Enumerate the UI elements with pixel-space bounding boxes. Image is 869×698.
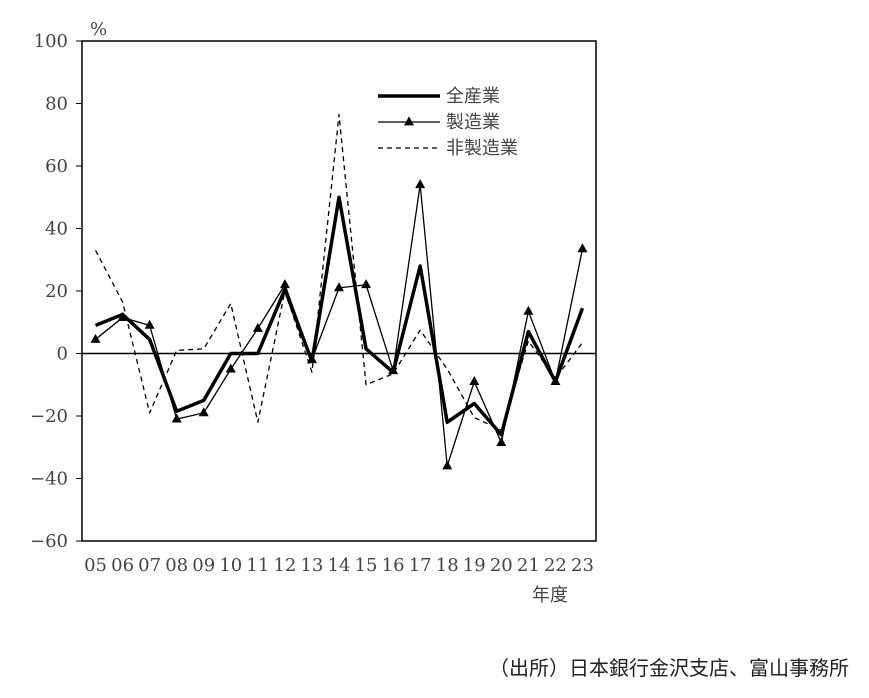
series-line-thin-triangle [95, 184, 584, 467]
data-point-marker [415, 179, 426, 189]
data-point-marker [117, 311, 128, 321]
y-tick-label: 100 [34, 31, 68, 52]
chart: % 100 80 60 40 20 0 −20 −40 −60 05 06 07 08 09 10 11 12… [30, 19, 597, 606]
x-tick-label: 22 [544, 555, 567, 576]
data-point-marker [577, 243, 588, 253]
x-tick-label: 10 [219, 555, 242, 576]
x-tick-label: 18 [436, 555, 459, 576]
x-axis: 05 06 07 08 09 10 11 12 13 14 15 16 17 18 19 20 21 22 23 [84, 555, 594, 576]
y-tick-label: 80 [45, 94, 68, 115]
x-tick-label: 19 [463, 555, 486, 576]
y-tick-label: −40 [30, 469, 68, 490]
legend-label: 製造業 [446, 112, 500, 133]
data-point-marker [442, 460, 453, 470]
x-tick-label: 12 [273, 555, 296, 576]
x-tick-label: 15 [355, 555, 378, 576]
x-tick-label: 14 [328, 555, 351, 576]
source-note: （出所）日本銀行金沢支店、富山事務所 [489, 656, 849, 680]
x-tick-label: 21 [517, 555, 540, 576]
x-axis-label: 年度 [532, 585, 568, 606]
legend-label: 非製造業 [446, 138, 518, 159]
data-point-marker [361, 279, 372, 289]
y-axis: 100 80 60 40 20 0 −20 −40 −60 [30, 31, 82, 552]
data-point-marker [306, 354, 317, 364]
x-tick-label: 09 [192, 555, 215, 576]
y-unit-label: % [90, 19, 107, 40]
data-point-marker [225, 363, 236, 373]
y-tick-label: −60 [30, 531, 68, 552]
series-layer [90, 113, 588, 470]
data-point-marker [252, 322, 263, 332]
data-point-marker [90, 333, 101, 343]
data-point-marker [334, 282, 344, 292]
x-tick-label: 20 [490, 555, 513, 576]
data-point-marker [144, 319, 155, 329]
data-point-marker [523, 305, 534, 315]
data-point-marker [279, 279, 290, 289]
data-point-marker [496, 436, 507, 446]
x-tick-label: 16 [382, 555, 405, 576]
x-tick-label: 13 [300, 555, 323, 576]
x-tick-label: 23 [571, 555, 594, 576]
x-tick-label: 08 [165, 555, 188, 576]
x-tick-label: 07 [138, 555, 161, 576]
data-point-marker [198, 407, 209, 417]
series-line-thick [94, 195, 585, 437]
x-tick-label: 17 [409, 555, 432, 576]
data-point-marker [469, 376, 480, 386]
x-tick-label: 06 [111, 555, 134, 576]
y-tick-label: −20 [30, 406, 68, 427]
data-point-marker [550, 376, 561, 386]
x-tick-label: 11 [246, 555, 269, 576]
legend-label: 全産業 [446, 86, 500, 107]
data-point-marker [388, 365, 399, 375]
y-tick-label: 0 [57, 344, 68, 365]
x-tick-label: 05 [84, 555, 107, 576]
y-tick-label: 60 [45, 156, 68, 177]
data-point-marker [171, 413, 182, 423]
y-tick-label: 20 [45, 281, 68, 302]
series-line-dashed [94, 113, 583, 431]
y-tick-label: 40 [45, 219, 68, 240]
legend-marker [404, 116, 414, 126]
